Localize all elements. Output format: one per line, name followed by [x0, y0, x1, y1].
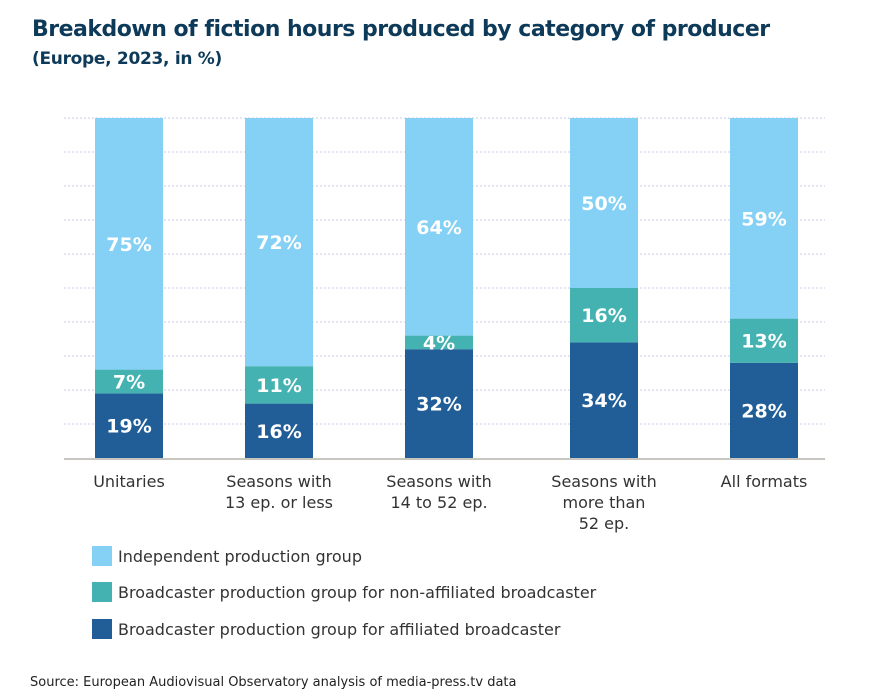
data-label: 11% [256, 375, 301, 397]
category-label: Unitaries [93, 472, 165, 491]
data-label: 13% [741, 331, 786, 353]
category-label: Seasons with [226, 472, 331, 491]
bar-segment [405, 349, 473, 458]
stacked-bar-chart: 19% 7% 75% Unitaries 16% 11% 72% Seasons with 13… [64, 117, 825, 533]
data-label: 28% [741, 400, 786, 422]
data-label: 75% [106, 234, 151, 256]
bar-segment [405, 118, 473, 336]
bar-segment [570, 118, 638, 288]
legend-label: Broadcaster production group for non-aff… [118, 582, 597, 602]
category-label: 14 to 52 ep. [390, 493, 487, 512]
category-label: 13 ep. or less [225, 493, 333, 512]
legend-swatch [92, 546, 112, 566]
bar-segment [570, 288, 638, 343]
data-label: 34% [581, 390, 626, 412]
legend-swatch [92, 619, 112, 639]
category-label: Seasons with [386, 472, 491, 491]
legend-label: Broadcaster production group for affilia… [118, 619, 561, 639]
data-label: 32% [416, 394, 461, 416]
legend-swatch [92, 582, 112, 602]
chart-title: Breakdown of fiction hours produced by c… [32, 17, 770, 42]
data-label: 16% [581, 305, 626, 327]
data-label: 59% [741, 208, 786, 230]
data-label: 16% [256, 421, 301, 443]
bar-segment [95, 369, 163, 394]
legend-item: Independent production group [92, 546, 362, 566]
source-note: Source: European Audiovisual Observatory… [30, 675, 517, 690]
legend-label: Independent production group [118, 546, 362, 566]
chart-subtitle: (Europe, 2023, in %) [32, 49, 222, 69]
bar-segment [95, 118, 163, 370]
legend-item: Broadcaster production group for non-aff… [92, 582, 596, 602]
data-label: 50% [581, 193, 626, 215]
bar-segment [95, 393, 163, 458]
category-label: All formats [721, 472, 808, 491]
bar-segment [405, 335, 473, 350]
bar-segment [245, 366, 313, 404]
data-label: 4% [423, 332, 455, 354]
category-label: more than [563, 493, 646, 512]
category-label: 52 ep. [579, 514, 630, 533]
bar-segment [730, 362, 798, 458]
data-label: 72% [256, 232, 301, 254]
bar-segment [730, 118, 798, 319]
data-label: 19% [106, 416, 151, 438]
bar-segment [570, 342, 638, 458]
legend-item: Broadcaster production group for affilia… [92, 619, 560, 639]
data-label: 64% [416, 217, 461, 239]
bar-segment [245, 118, 313, 367]
bar-segment [730, 318, 798, 363]
category-label: Seasons with [551, 472, 656, 491]
data-label: 7% [113, 372, 145, 394]
bar-segment [245, 403, 313, 458]
